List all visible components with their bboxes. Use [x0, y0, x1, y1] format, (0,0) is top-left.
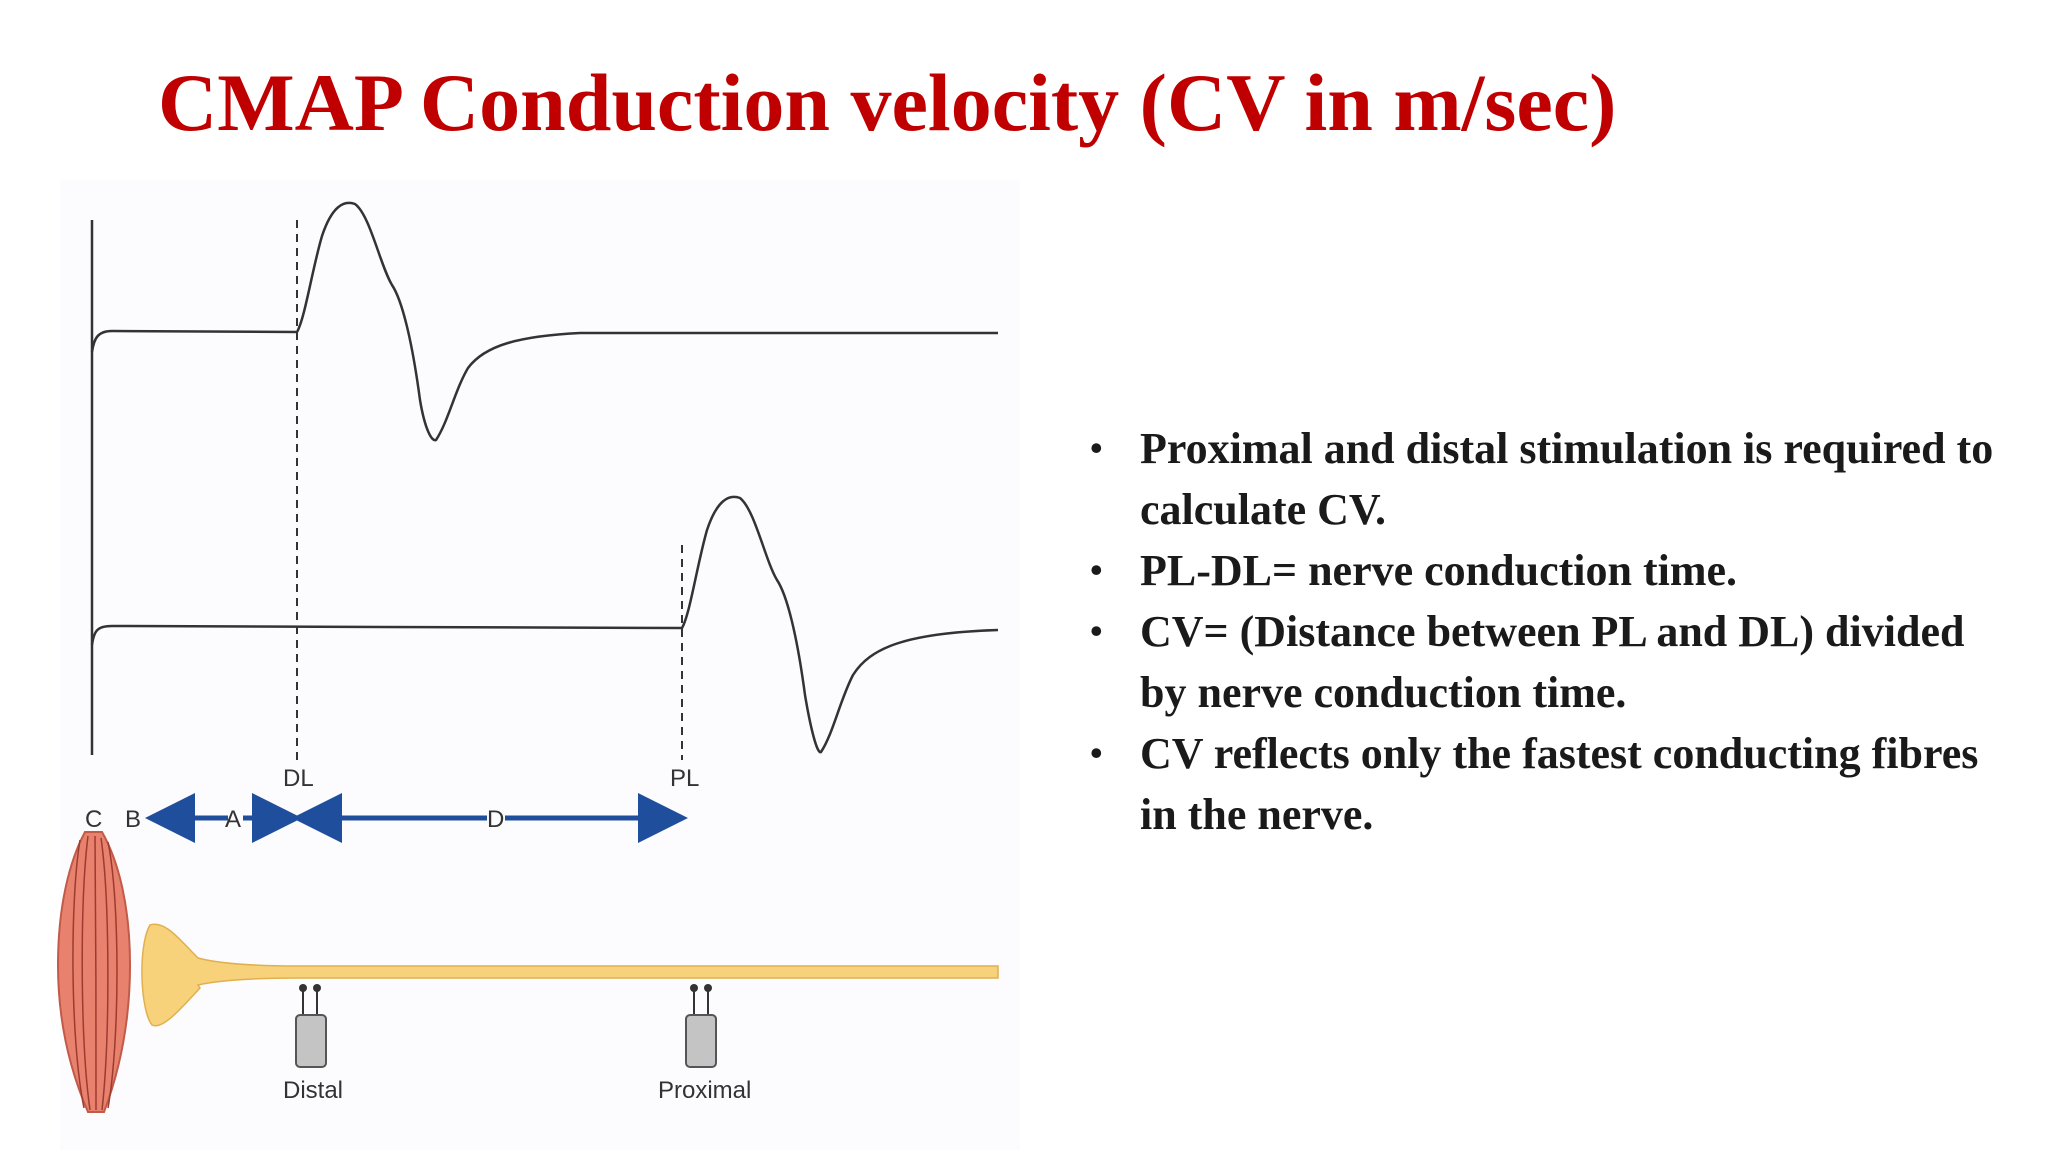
bullet-text: PL-DL= nerve conduction time.	[1140, 546, 1738, 595]
a-label: A	[225, 806, 241, 833]
proximal-label: Proximal	[658, 1077, 751, 1104]
distal-cmap-trace	[90, 201, 998, 442]
bullet-item: • CV= (Distance between PL and DL) divide…	[1088, 601, 2018, 723]
bullet-text: CV= (Distance between PL and DL) divided…	[1140, 607, 1965, 717]
slide-title: CMAP Conduction velocity (CV in m/sec)	[158, 57, 1617, 148]
bullet-list: • Proximal and distal stimulation is requ…	[1088, 418, 2018, 845]
bullet-dot-icon: •	[1090, 611, 1103, 651]
c-label: C	[85, 806, 102, 833]
muscle-illustration	[56, 831, 132, 1113]
bullet-dot-icon: •	[1090, 550, 1103, 590]
bullet-dot-icon: •	[1090, 428, 1103, 468]
bullet-item: • Proximal and distal stimulation is requ…	[1088, 418, 2018, 540]
distal-label: Distal	[283, 1077, 343, 1104]
bullet-item: • PL-DL= nerve conduction time.	[1088, 540, 2018, 601]
proximal-stimulator-electrode	[685, 984, 717, 1068]
proximal-cmap-trace	[90, 495, 999, 754]
pl-label: PL	[670, 765, 699, 792]
d-label: D	[487, 806, 504, 833]
b-label: B	[125, 806, 141, 833]
bullet-item: • CV reflects only the fastest conducting…	[1088, 723, 2018, 845]
distal-stimulator-electrode	[295, 984, 327, 1068]
dl-label: DL	[283, 765, 314, 792]
nerve-illustration	[141, 923, 999, 1027]
bullet-text: CV reflects only the fastest conducting …	[1140, 729, 1979, 839]
bullet-text: Proximal and distal stimulation is requi…	[1140, 424, 1994, 534]
bullet-dot-icon: •	[1090, 733, 1103, 773]
